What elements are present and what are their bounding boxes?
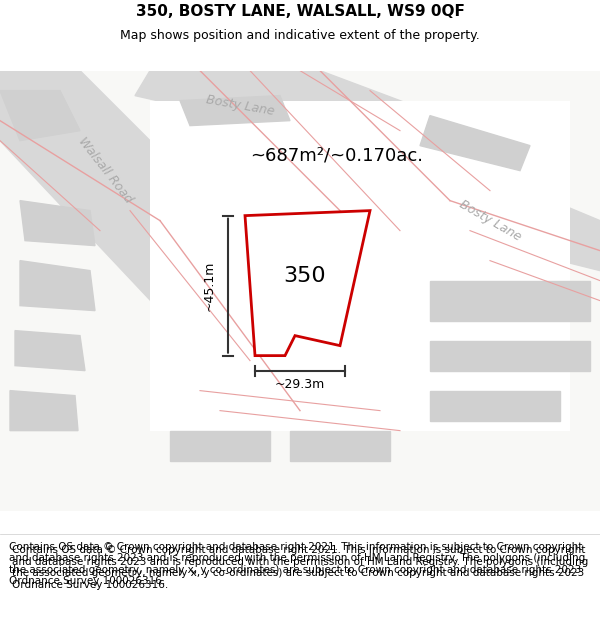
Text: ~45.1m: ~45.1m (203, 261, 216, 311)
Polygon shape (10, 391, 78, 431)
Polygon shape (290, 431, 390, 461)
Polygon shape (180, 96, 290, 126)
Polygon shape (20, 261, 95, 311)
Text: Contains OS data © Crown copyright and database right 2021. This information is : Contains OS data © Crown copyright and d… (12, 545, 588, 590)
Polygon shape (430, 391, 560, 421)
Polygon shape (430, 281, 590, 321)
Polygon shape (20, 201, 95, 246)
Polygon shape (170, 431, 270, 461)
Polygon shape (245, 211, 370, 356)
Polygon shape (15, 331, 85, 371)
Polygon shape (380, 171, 600, 271)
Polygon shape (430, 341, 590, 371)
Polygon shape (0, 71, 220, 311)
Polygon shape (135, 71, 480, 171)
Text: ~29.3m: ~29.3m (275, 378, 325, 391)
Text: 350, BOSTY LANE, WALSALL, WS9 0QF: 350, BOSTY LANE, WALSALL, WS9 0QF (136, 4, 464, 19)
Text: Bosty Lane: Bosty Lane (457, 198, 523, 244)
Text: Map shows position and indicative extent of the property.: Map shows position and indicative extent… (120, 29, 480, 42)
Text: 350: 350 (284, 266, 326, 286)
Text: Contains OS data © Crown copyright and database right 2021. This information is : Contains OS data © Crown copyright and d… (9, 542, 585, 586)
Text: ~687m²/~0.170ac.: ~687m²/~0.170ac. (250, 147, 423, 164)
Bar (150, 101, 570, 431)
Text: Bosty Lane: Bosty Lane (205, 93, 275, 118)
Polygon shape (0, 91, 80, 141)
Polygon shape (420, 116, 530, 171)
Text: Walsall Road: Walsall Road (76, 135, 134, 206)
